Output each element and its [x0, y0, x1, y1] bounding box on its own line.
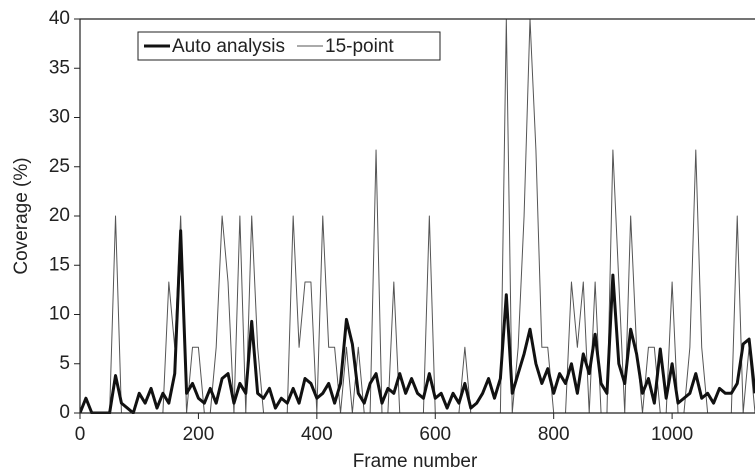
plot-lines — [80, 19, 755, 414]
x-tick-label: 0 — [75, 424, 86, 445]
series-line — [80, 229, 755, 414]
x-tick-label: 200 — [183, 424, 215, 445]
y-axis-label: Coverage (%) — [11, 157, 32, 274]
y-tick-label: 10 — [49, 304, 70, 325]
series-line — [80, 19, 755, 414]
x-axis-label: Frame number — [353, 451, 478, 472]
x-tick-label: 1000 — [651, 424, 693, 445]
axis-frame — [79, 18, 755, 414]
legend-box — [137, 31, 441, 61]
y-tick-label: 25 — [49, 156, 70, 177]
y-tick-label: 0 — [59, 402, 70, 423]
y-tick-label: 30 — [49, 107, 70, 128]
x-tick-label: 600 — [419, 424, 451, 445]
legend-label: 15-point — [325, 36, 394, 57]
x-tick-label: 800 — [538, 424, 570, 445]
legend-label: Auto analysis — [172, 36, 285, 57]
x-tick-label: 400 — [301, 424, 333, 445]
y-tick-label: 15 — [49, 254, 70, 275]
y-tick-label: 35 — [49, 57, 70, 78]
y-tick-label: 20 — [49, 205, 70, 226]
y-tick-label: 5 — [59, 353, 70, 374]
y-tick-label: 40 — [49, 8, 70, 29]
